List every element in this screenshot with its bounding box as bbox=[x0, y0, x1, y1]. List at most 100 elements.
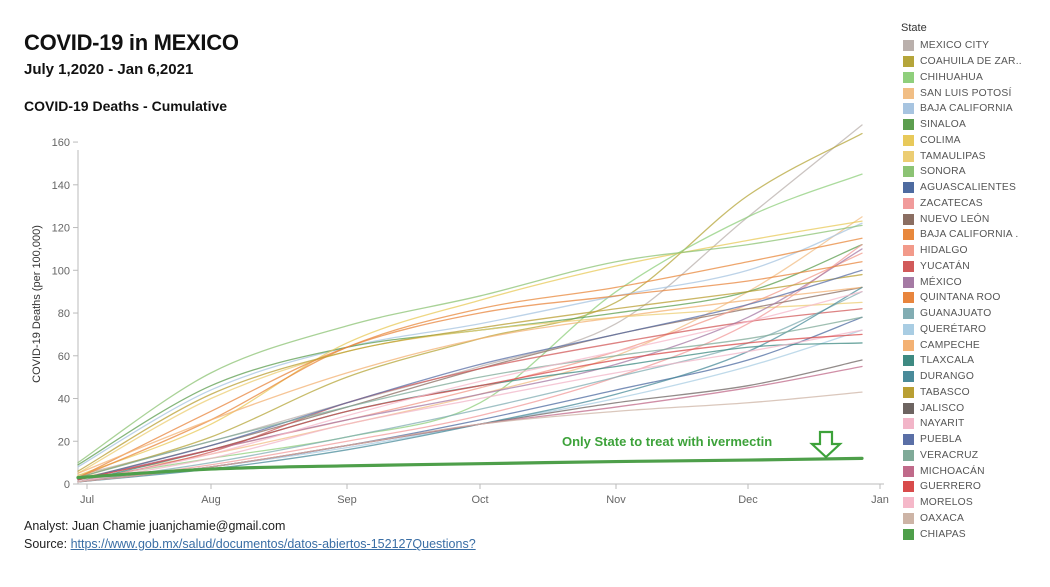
legend-title: State bbox=[901, 22, 927, 34]
source-link[interactable]: https://www.gob.mx/salud/documentos/dato… bbox=[70, 537, 413, 551]
legend-label: PUEBLA bbox=[920, 434, 962, 446]
legend-label: SONORA bbox=[920, 166, 966, 178]
legend-swatch bbox=[903, 339, 914, 351]
legend-item[interactable]: MORELOS bbox=[898, 495, 1048, 511]
legend-item[interactable]: JALISCO bbox=[898, 400, 1048, 416]
legend-item[interactable]: AGUASCALIENTES bbox=[898, 180, 1048, 196]
legend-label: TAMAULIPAS bbox=[920, 150, 986, 162]
legend-swatch bbox=[903, 87, 914, 99]
legend-item[interactable]: MÉXICO bbox=[898, 274, 1048, 290]
legend-item[interactable]: PUEBLA bbox=[898, 432, 1048, 448]
series-line-quintana-roo bbox=[77, 261, 863, 479]
series-line-morelos bbox=[77, 291, 863, 483]
legend-item[interactable]: BAJA CALIFORNIA bbox=[898, 101, 1048, 117]
legend-swatch bbox=[903, 323, 914, 335]
legend-label: TLAXCALA bbox=[920, 355, 975, 367]
legend-item[interactable]: OAXACA bbox=[898, 511, 1048, 527]
legend-item[interactable]: DURANGO bbox=[898, 369, 1048, 385]
legend-label: GUERRERO bbox=[920, 481, 982, 493]
y-tick-label: 120 bbox=[52, 223, 70, 235]
y-tick-label: 60 bbox=[58, 351, 70, 363]
legend-label: JALISCO bbox=[920, 402, 965, 414]
series-line-veracruz bbox=[77, 316, 863, 479]
series-line-tabasco bbox=[77, 273, 863, 472]
legend-swatch bbox=[903, 512, 914, 524]
legend-item[interactable]: SINALOA bbox=[898, 117, 1048, 133]
series-line-oaxaca bbox=[77, 391, 863, 483]
legend-label: CHIAPAS bbox=[920, 528, 966, 540]
legend-swatch bbox=[903, 481, 914, 493]
annotation: Only State to treat with ivermectin bbox=[562, 430, 843, 459]
legend-item[interactable]: COLIMA bbox=[898, 133, 1048, 149]
legend-label: BAJA CALIFORNIA . bbox=[920, 229, 1019, 241]
legend-label: CAMPECHE bbox=[920, 339, 980, 351]
legend-item[interactable]: QUINTANA ROO bbox=[898, 290, 1048, 306]
legend-label: VERACRUZ bbox=[920, 449, 979, 461]
legend-swatch bbox=[903, 56, 914, 68]
legend-item[interactable]: CHIAPAS bbox=[898, 526, 1048, 542]
legend-label: SAN LUIS POTOSÍ bbox=[920, 87, 1012, 99]
y-axis-label: COVID-19 Deaths (per 100,000) bbox=[31, 225, 43, 383]
legend-item[interactable]: SONORA bbox=[898, 164, 1048, 180]
questions-link[interactable]: Questions? bbox=[412, 537, 476, 551]
legend-item[interactable]: TAMAULIPAS bbox=[898, 148, 1048, 164]
legend-item[interactable]: NUEVO LEÓN bbox=[898, 211, 1048, 227]
legend-label: QUINTANA ROO bbox=[920, 292, 1001, 304]
legend-item[interactable]: CHIHUAHUA bbox=[898, 70, 1048, 86]
legend-swatch bbox=[903, 418, 914, 430]
series-line-baja-california bbox=[77, 222, 863, 468]
legend-item[interactable]: HIDALGO bbox=[898, 243, 1048, 259]
legend-item[interactable]: GUERRERO bbox=[898, 479, 1048, 495]
x-tick-label: Aug bbox=[201, 494, 221, 506]
y-tick-label: 100 bbox=[52, 265, 70, 277]
chart-axes: 0 20 40 60 80 100 120 140 160 Jul Aug Sep Oct Nov Dec J… bbox=[31, 137, 889, 506]
legend-swatch bbox=[903, 71, 914, 83]
legend-item[interactable]: GUANAJUATO bbox=[898, 306, 1048, 322]
legend-swatch bbox=[903, 355, 914, 367]
legend-item[interactable]: TLAXCALA bbox=[898, 353, 1048, 369]
legend-swatch bbox=[903, 103, 914, 115]
legend-item[interactable]: ZACATECAS bbox=[898, 196, 1048, 212]
legend-item[interactable]: SAN LUIS POTOSÍ bbox=[898, 85, 1048, 101]
y-tick-label: 20 bbox=[58, 436, 70, 448]
legend-items: MEXICO CITY COAHUILA DE ZAR.. CHIHUAHUA SAN… bbox=[898, 38, 1048, 542]
legend-label: BAJA CALIFORNIA bbox=[920, 103, 1013, 115]
series-line-colima bbox=[77, 220, 863, 477]
legend-item[interactable]: NAYARIT bbox=[898, 416, 1048, 432]
legend-label: CHIHUAHUA bbox=[920, 71, 984, 83]
legend-item[interactable]: MICHOACÁN bbox=[898, 463, 1048, 479]
legend-swatch bbox=[903, 449, 914, 461]
legend-label: GUANAJUATO bbox=[920, 308, 992, 320]
source-label: Source: bbox=[24, 537, 71, 551]
legend-swatch bbox=[903, 402, 914, 414]
legend-label: MÉXICO bbox=[920, 276, 962, 288]
y-tick-label: 140 bbox=[52, 180, 70, 192]
legend-swatch bbox=[903, 465, 914, 477]
y-tick-label: 80 bbox=[58, 308, 70, 320]
legend-label: SINALOA bbox=[920, 119, 967, 131]
down-arrow-icon bbox=[809, 430, 843, 459]
legend-label: AGUASCALIENTES bbox=[920, 182, 1017, 194]
legend-item[interactable]: BAJA CALIFORNIA . bbox=[898, 227, 1048, 243]
legend-swatch bbox=[903, 182, 914, 194]
analyst-credit: Analyst: Juan Chamie juanjchamie@gmail.c… bbox=[24, 519, 286, 533]
legend-item[interactable]: COAHUILA DE ZAR.. bbox=[898, 54, 1048, 70]
legend-item[interactable]: MEXICO CITY bbox=[898, 38, 1048, 54]
series-line-yucat-n bbox=[77, 308, 863, 483]
legend-label: QUERÉTARO bbox=[920, 323, 987, 335]
line-chart: 0 20 40 60 80 100 120 140 160 Jul Aug Sep Oct Nov Dec J… bbox=[31, 124, 889, 506]
legend-item[interactable]: CAMPECHE bbox=[898, 337, 1048, 353]
legend-swatch bbox=[903, 150, 914, 162]
dashboard-title: COVID-19 in MEXICO bbox=[24, 30, 239, 55]
chart-title: COVID-19 Deaths - Cumulative bbox=[24, 98, 228, 114]
legend-label: DURANGO bbox=[920, 371, 975, 383]
date-range-subtitle: July 1,2020 - Jan 6,2021 bbox=[24, 61, 194, 78]
legend-item[interactable]: YUCATÁN bbox=[898, 259, 1048, 275]
legend-label: MICHOACÁN bbox=[920, 465, 985, 477]
legend-item[interactable]: VERACRUZ bbox=[898, 448, 1048, 464]
legend-item[interactable]: QUERÉTARO bbox=[898, 322, 1048, 338]
series-line-nayarit bbox=[77, 329, 863, 483]
y-tick-label: 160 bbox=[52, 137, 70, 149]
legend-item[interactable]: TABASCO bbox=[898, 385, 1048, 401]
legend: State MEXICO CITY COAHUILA DE ZAR.. CHIHUA… bbox=[898, 22, 1048, 542]
